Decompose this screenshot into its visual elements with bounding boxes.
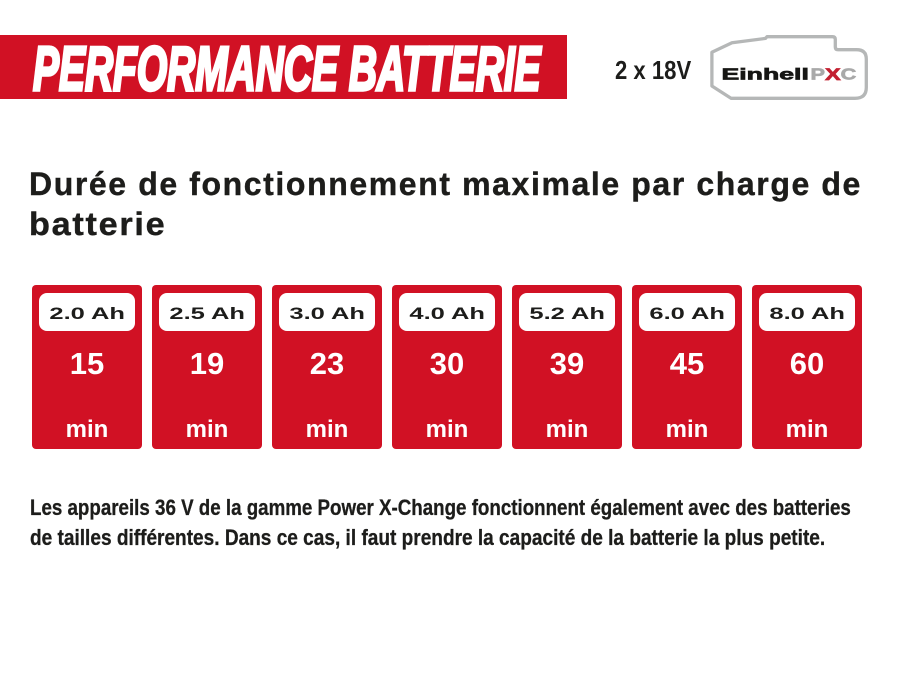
svg-text:Einhell: Einhell [722, 65, 809, 83]
svg-text:PXC: PXC [811, 66, 857, 85]
